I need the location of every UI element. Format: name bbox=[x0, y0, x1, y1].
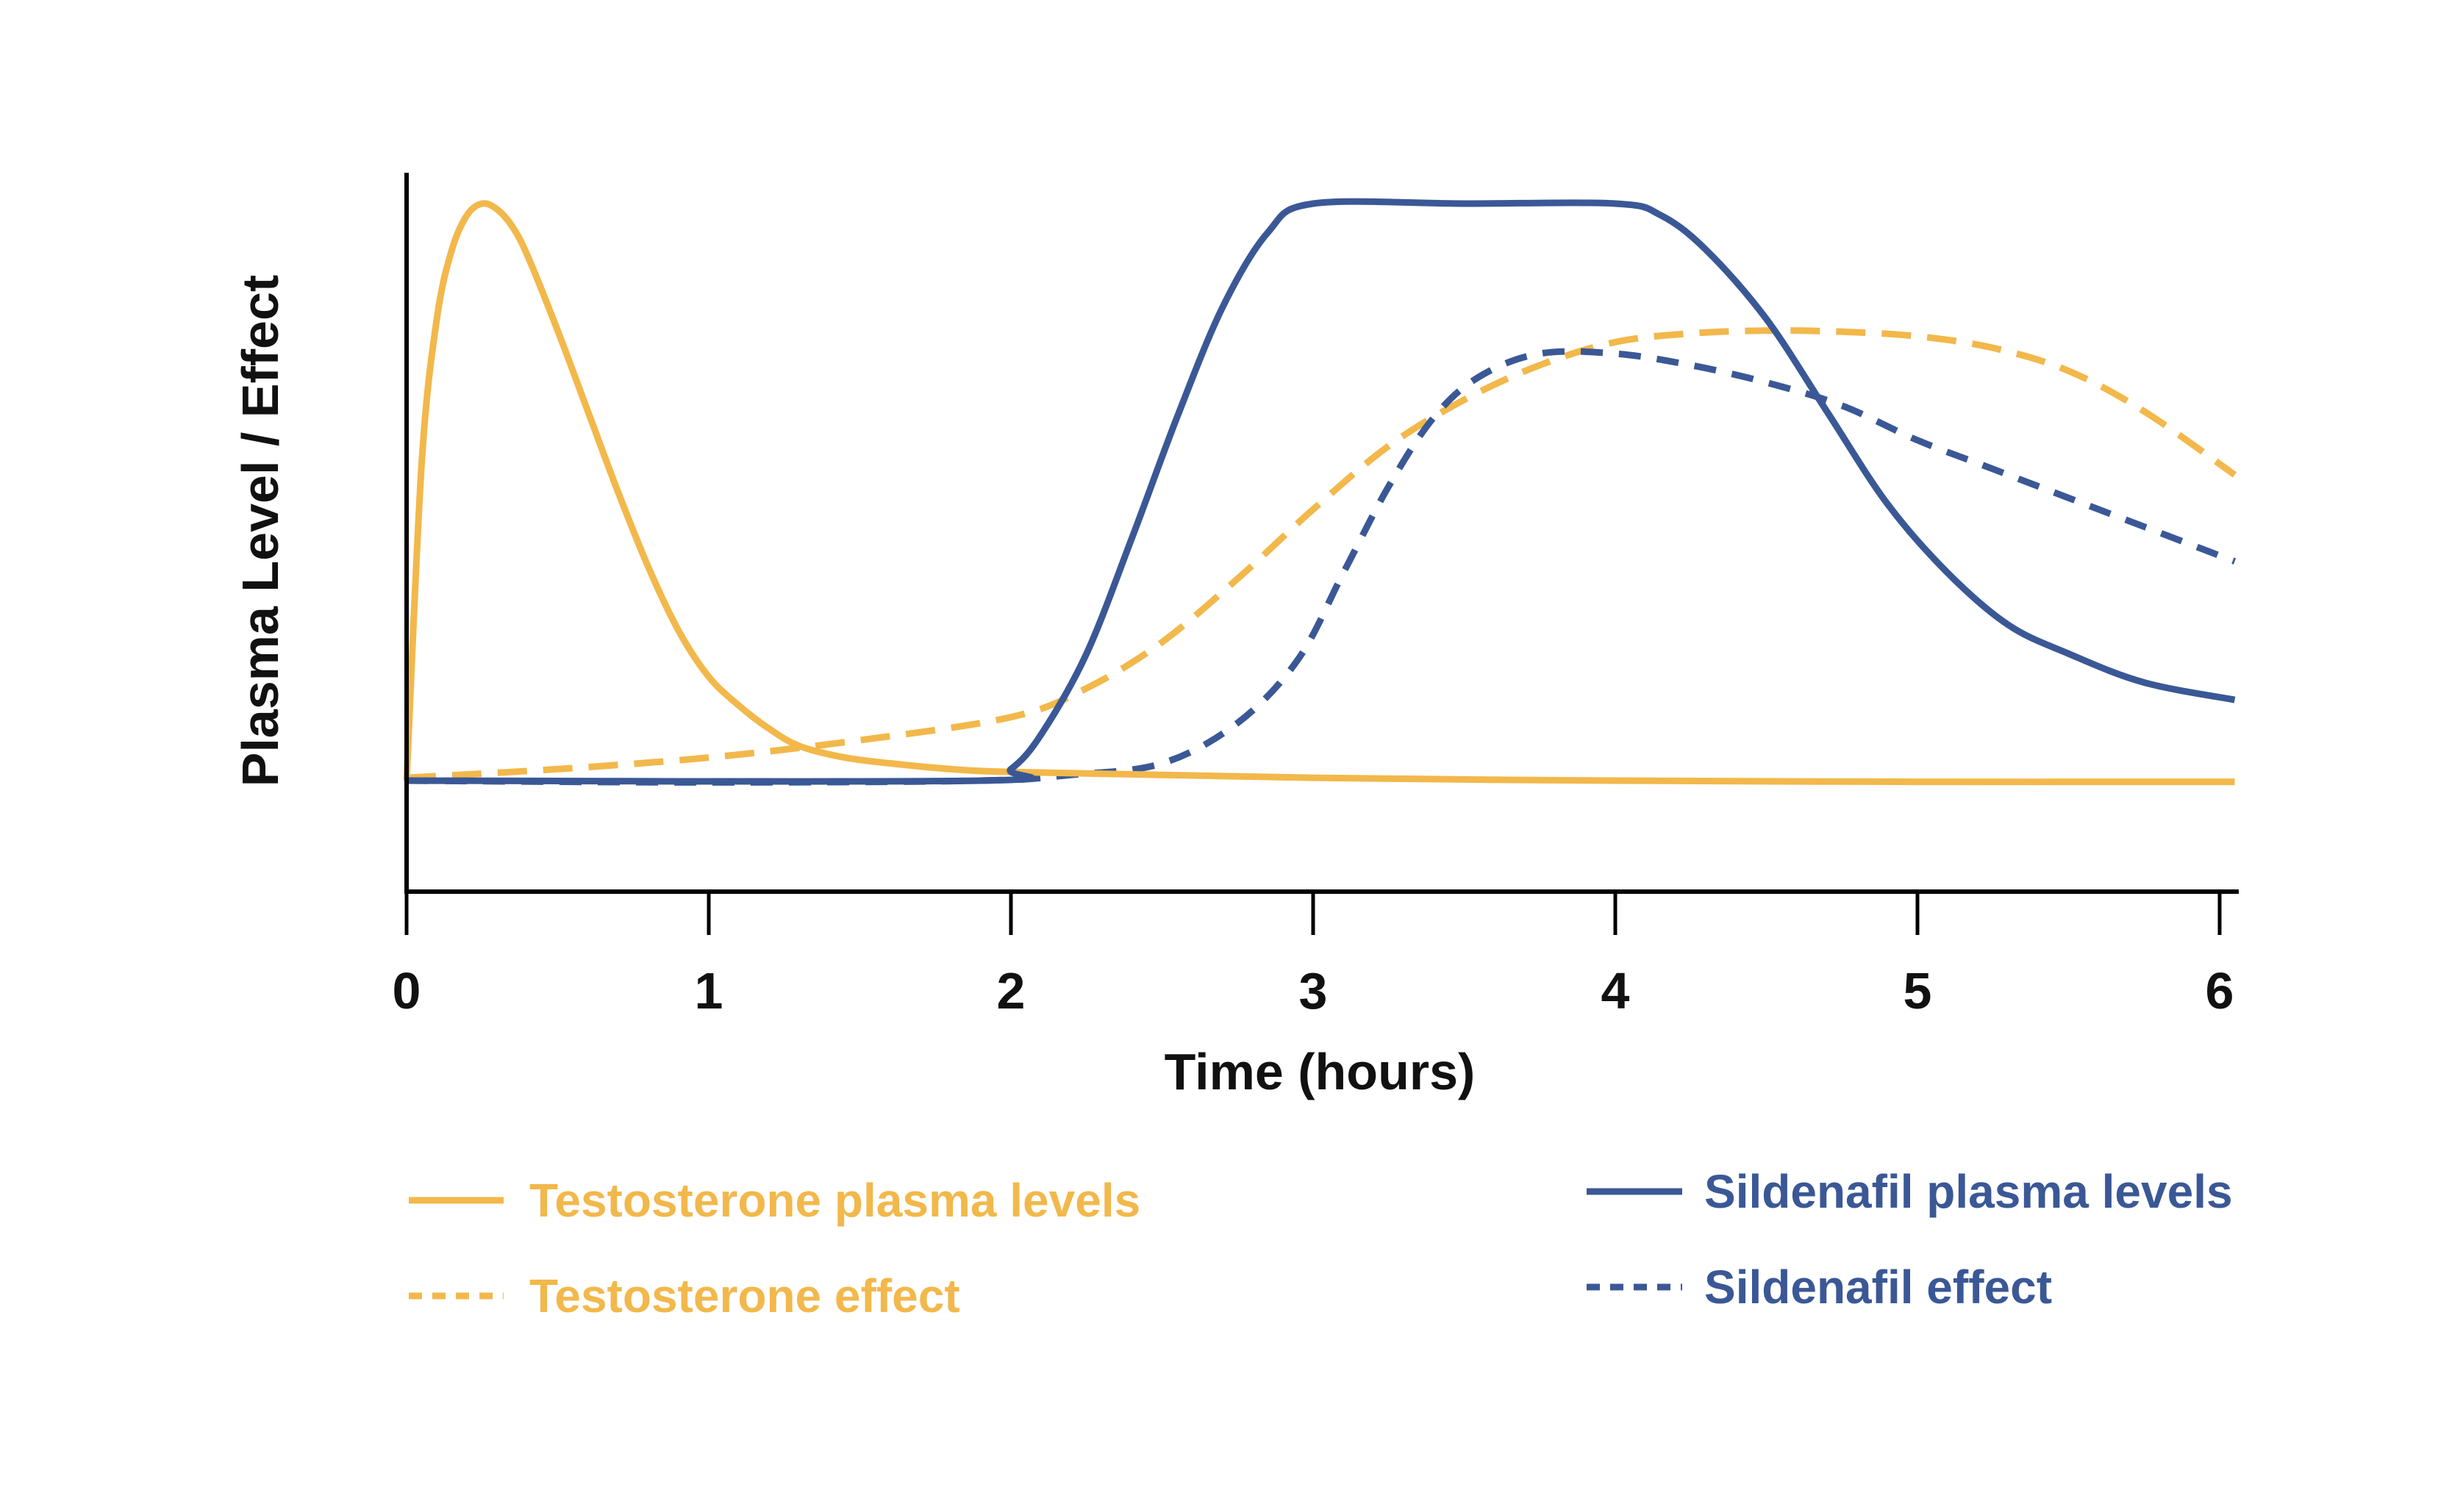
x-tick-label: 2 bbox=[997, 962, 1026, 1020]
legend-item-sildenafil-effect: Sildenafil effect bbox=[1587, 1261, 2052, 1314]
legend: Testosterone plasma levels Testosterone e… bbox=[409, 1165, 2233, 1322]
series-line-testosterone-effect bbox=[406, 327, 2237, 781]
x-tick-label: 6 bbox=[2206, 962, 2234, 1020]
x-axis-title: Time (hours) bbox=[1165, 1043, 1476, 1100]
legend-item-testosterone-plasma-levels: Testosterone plasma levels bbox=[409, 1174, 1140, 1227]
series-line-sildenafil-effect bbox=[406, 348, 2237, 786]
x-tick-label: 4 bbox=[1601, 962, 1630, 1020]
series-line-testosterone-plasma-levels bbox=[403, 200, 2235, 786]
y-axis-title: Plasma Level / Effect bbox=[232, 275, 289, 787]
legend-label: Sildenafil plasma levels bbox=[1704, 1165, 2233, 1218]
series-line-sildenafil-plasma-levels bbox=[406, 198, 2236, 785]
legend-item-testosterone-effect: Testosterone effect bbox=[409, 1269, 960, 1322]
legend-item-sildenafil-plasma-levels: Sildenafil plasma levels bbox=[1587, 1165, 2233, 1218]
legend-label: Testosterone effect bbox=[529, 1269, 960, 1322]
series-layer bbox=[403, 198, 2237, 786]
x-tick-label: 1 bbox=[695, 962, 723, 1020]
x-tick-label: 5 bbox=[1903, 962, 1932, 1020]
x-ticks: 0 1 2 3 4 5 6 bbox=[393, 892, 2234, 1020]
legend-label: Testosterone plasma levels bbox=[529, 1174, 1140, 1227]
x-tick-label: 3 bbox=[1299, 962, 1328, 1020]
legend-label: Sildenafil effect bbox=[1704, 1261, 2052, 1314]
x-tick-label: 0 bbox=[393, 962, 421, 1020]
